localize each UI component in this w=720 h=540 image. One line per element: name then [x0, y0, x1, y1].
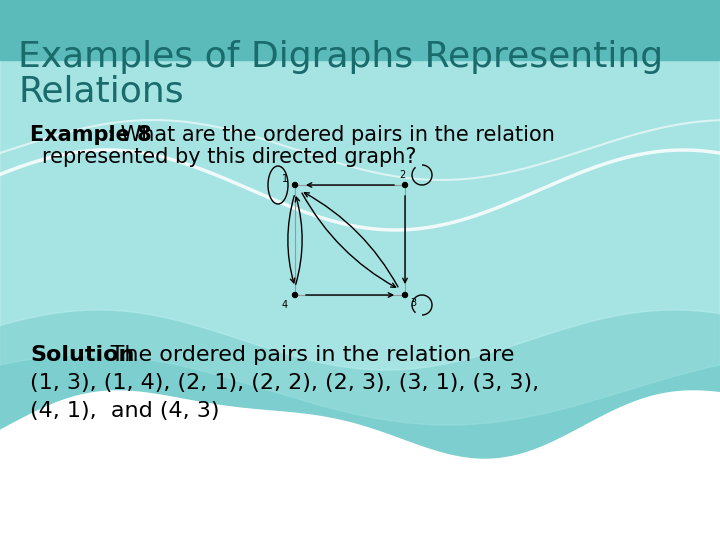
Circle shape [292, 293, 297, 298]
Text: Solution: Solution [30, 345, 135, 365]
Text: (4, 1),  and (4, 3): (4, 1), and (4, 3) [30, 401, 220, 421]
Text: represented by this directed graph?: represented by this directed graph? [42, 147, 416, 167]
Text: 1: 1 [282, 174, 288, 184]
Text: Examples of Digraphs Representing: Examples of Digraphs Representing [18, 40, 663, 74]
Text: : The ordered pairs in the relation are: : The ordered pairs in the relation are [96, 345, 514, 365]
Text: 4: 4 [282, 300, 288, 310]
Text: (1, 3), (1, 4), (2, 1), (2, 2), (2, 3), (3, 1), (3, 3),: (1, 3), (1, 4), (2, 1), (2, 2), (2, 3), … [30, 373, 539, 393]
Circle shape [292, 183, 297, 187]
Text: 2: 2 [399, 170, 405, 180]
Text: 3: 3 [410, 298, 416, 308]
Circle shape [402, 293, 408, 298]
Text: Example 8: Example 8 [30, 125, 152, 145]
Text: : What are the ordered pairs in the relation: : What are the ordered pairs in the rela… [107, 125, 555, 145]
Circle shape [402, 183, 408, 187]
Text: Relations: Relations [18, 75, 184, 109]
